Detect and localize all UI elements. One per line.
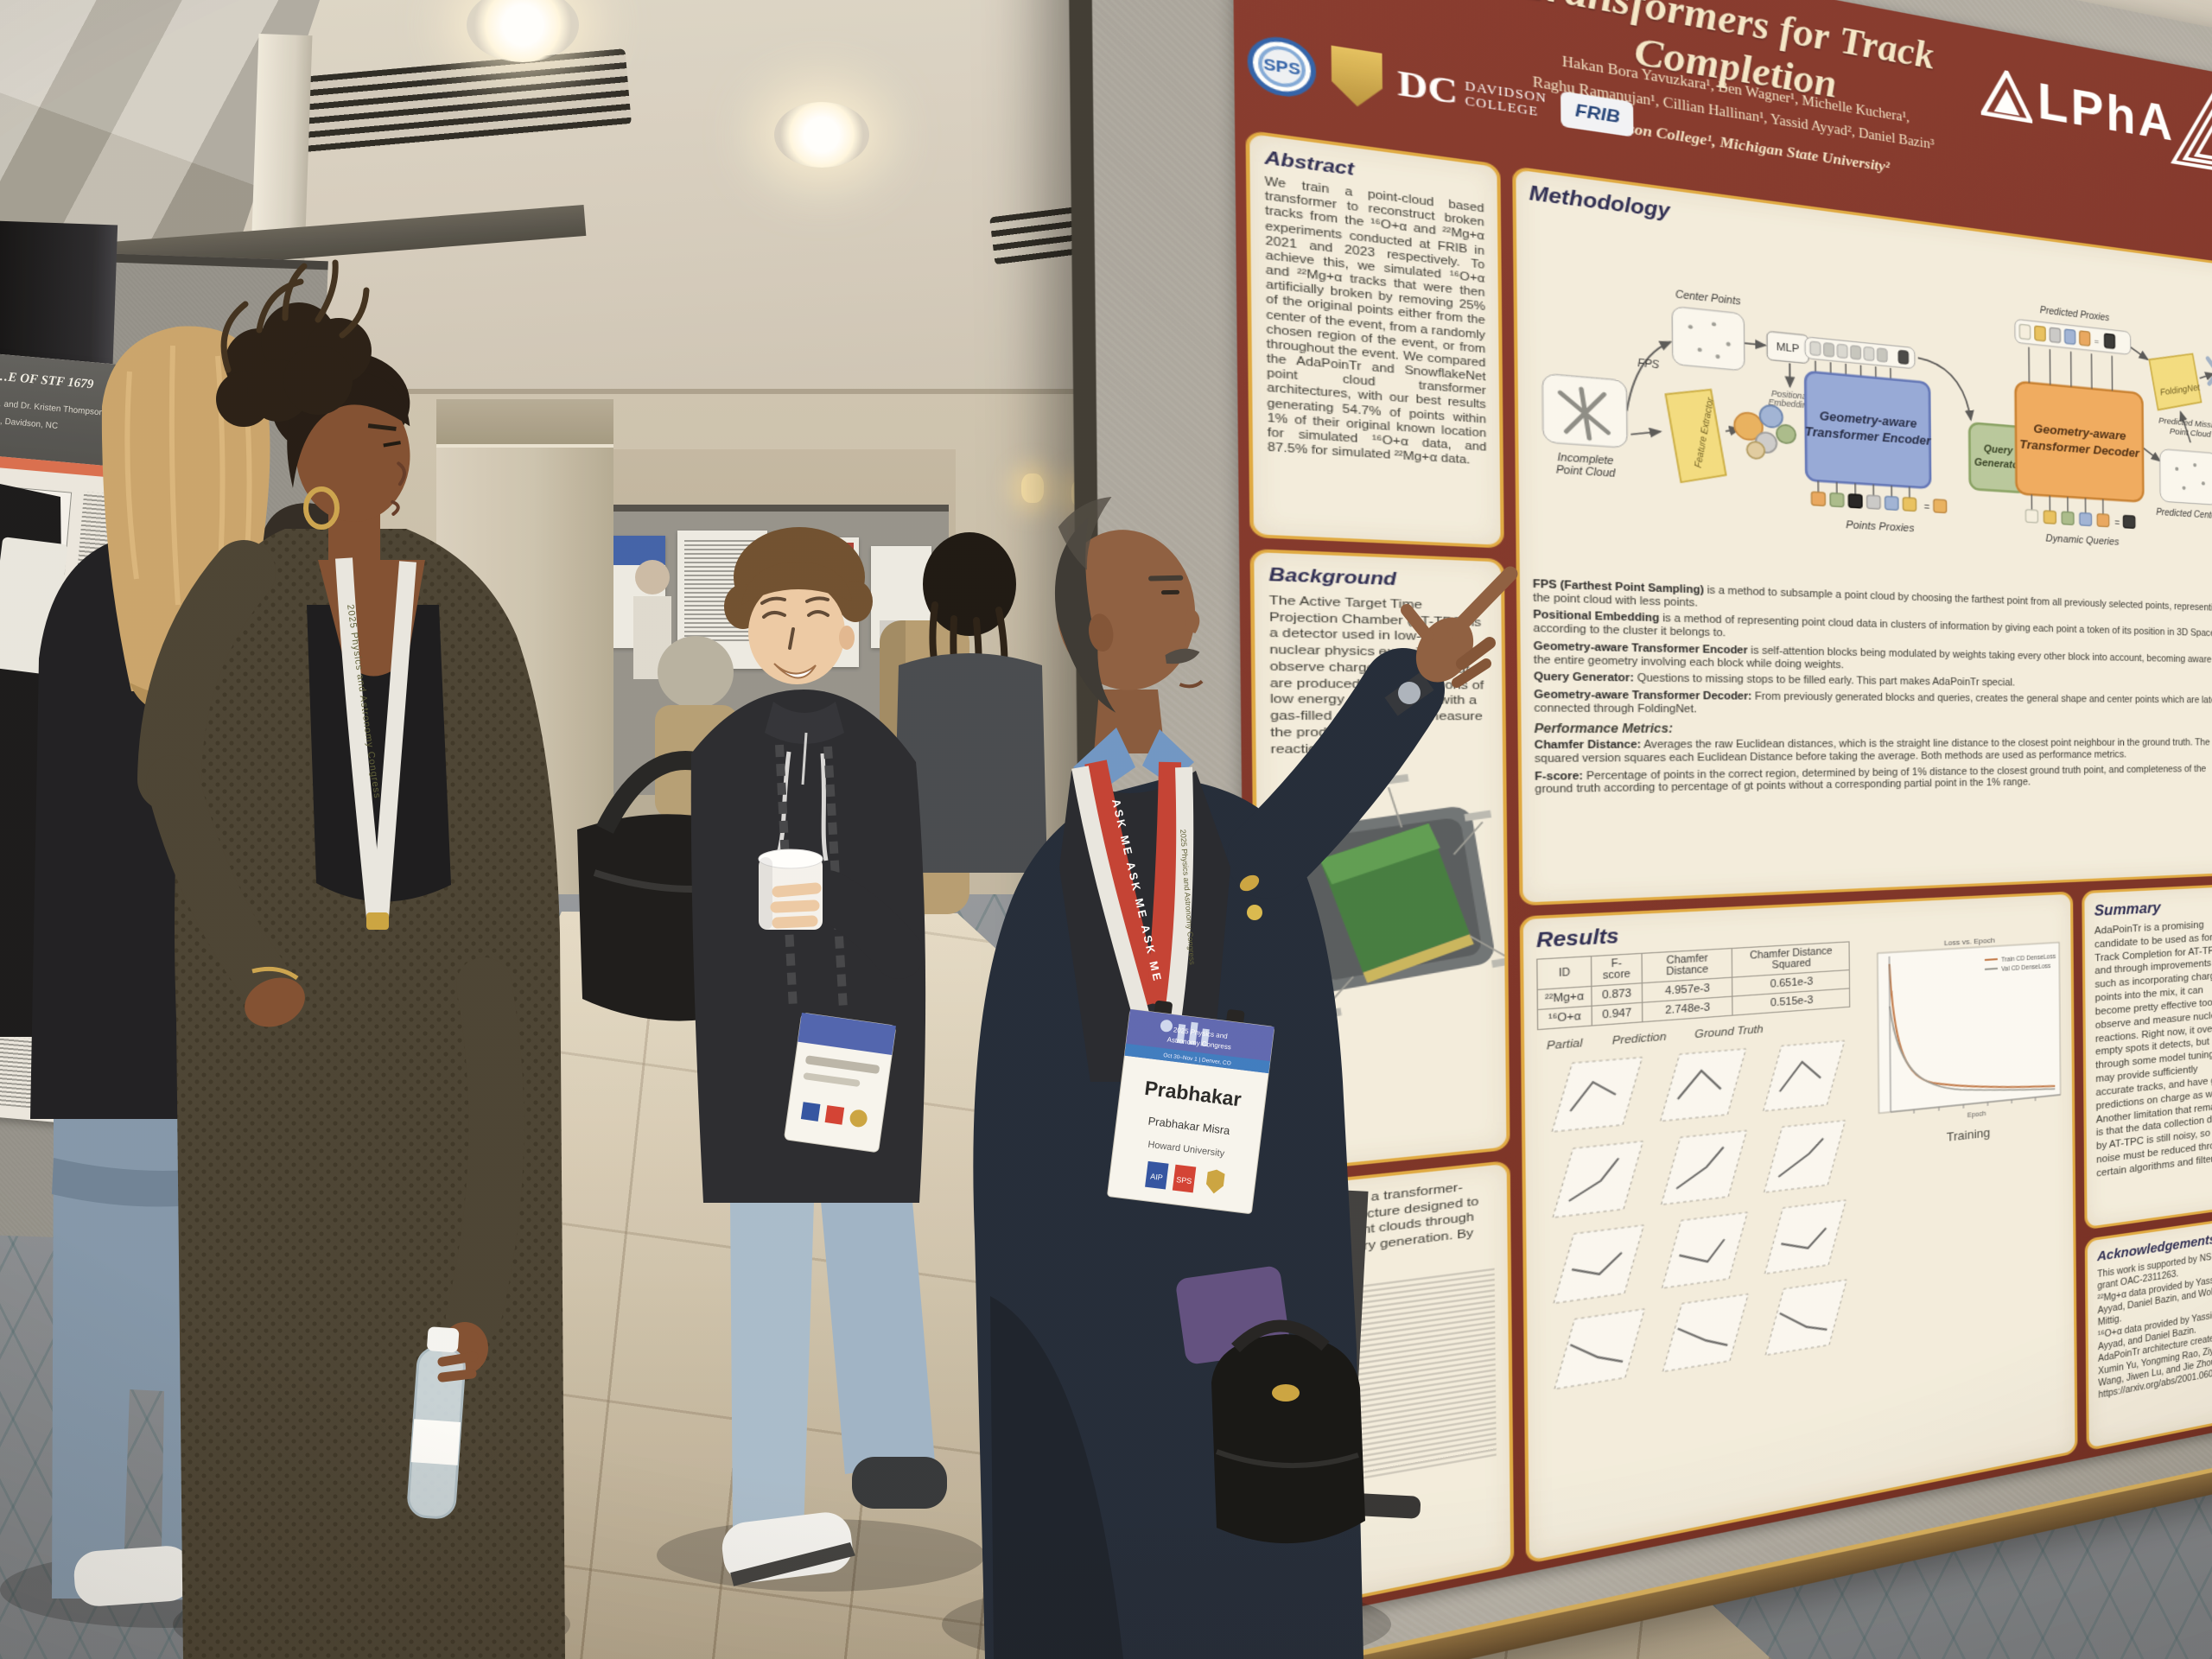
svg-text:Points Proxies: Points Proxies: [1846, 518, 1914, 534]
svg-text:Query: Query: [1984, 443, 2014, 457]
white-sneaker: [73, 1546, 193, 1606]
pointing-arm: [1227, 648, 1445, 899]
badge-society-logos: AIP SPS: [1145, 1160, 1225, 1194]
hand-on-hip: [245, 977, 305, 1027]
svg-text:Embedding: Embedding: [1768, 398, 1812, 411]
methodology-panel: Methodology: [1512, 166, 2212, 906]
svg-text:=: =: [2114, 518, 2120, 529]
black-handbag: [1211, 1319, 1365, 1544]
svg-text:SPS: SPS: [1176, 1175, 1192, 1185]
dark-sneaker: [852, 1457, 947, 1509]
attendee-badge: [784, 1013, 896, 1153]
ceiling-light: [774, 102, 869, 168]
svg-text:Train CD DenseLoss: Train CD DenseLoss: [2001, 953, 2056, 963]
svg-text:Point Cloud: Point Cloud: [2170, 427, 2212, 440]
svg-text:Predicted Centers: Predicted Centers: [2156, 507, 2212, 521]
fingers-on-bottle: [437, 1351, 479, 1382]
wall-sconce: [1021, 474, 1044, 503]
background-person-white-shirt: [633, 560, 671, 679]
gold-hoop-earring: [303, 486, 340, 530]
loss-plot: Loss vs. Epoch Train CD DenseLoss Val CD…: [1864, 936, 2066, 1119]
white-sneaker: [721, 1512, 853, 1583]
index-finger: [1447, 566, 1518, 639]
ceiling-light: [467, 0, 579, 62]
svg-text:FPS: FPS: [1637, 358, 1660, 371]
svg-text:Point Cloud: Point Cloud: [1556, 464, 1617, 479]
gold-bracelet: [251, 966, 299, 981]
gold-lapel-pin: [1239, 874, 1260, 892]
water-bottle: [407, 1326, 466, 1519]
person-crochet-cardigan: 2025 Physics and Astronomy Congress: [137, 259, 565, 1659]
svg-text:Epoch: Epoch: [1967, 1109, 1986, 1119]
gold-lapel-pin: [1247, 905, 1262, 920]
svg-text:AIP: AIP: [1150, 1172, 1164, 1182]
hand-holding-cup: [770, 882, 822, 929]
svg-text:Loss vs. Epoch: Loss vs. Epoch: [1944, 936, 1995, 947]
svg-text:Dynamic Queries: Dynamic Queries: [2045, 532, 2119, 548]
svg-text:Generator: Generator: [1974, 456, 2024, 472]
watch-face: [1398, 682, 1421, 704]
background-person-dreadlocks: [893, 532, 1047, 873]
prabhakar-badge: 2025 Physics and Astronomy Congress Oct …: [1107, 1000, 1274, 1214]
svg-text:Val CD DenseLoss: Val CD DenseLoss: [2001, 963, 2051, 973]
locs-ponytail: [216, 259, 372, 427]
pointing-hand: [1401, 566, 1518, 688]
main-poster-board: Transformers for Track Completion Hakan …: [1067, 0, 2212, 1659]
gold-clasp: [1272, 1384, 1300, 1402]
methodology-diagram: Incomplete Point Cloud FPS Center Points…: [1529, 212, 2212, 593]
svg-text:Incomplete: Incomplete: [1558, 452, 1614, 467]
congress-lanyard-man: 2025 Physics and Astronomy Congress: [1071, 766, 1197, 1029]
person-quarter-zip: [690, 527, 947, 1586]
svg-text:=: =: [1924, 502, 1930, 512]
transformers-poster: Transformers for Track Completion Hakan …: [1232, 0, 2212, 1629]
svg-text:=: =: [2094, 337, 2100, 346]
results-panel: Results ID F-score Chamfer Distance Cham…: [1519, 891, 2078, 1565]
svg-text:MLP: MLP: [1777, 340, 1800, 355]
svg-text:Positional: Positional: [1771, 389, 1809, 401]
head-pointing-man: [1055, 496, 1204, 713]
